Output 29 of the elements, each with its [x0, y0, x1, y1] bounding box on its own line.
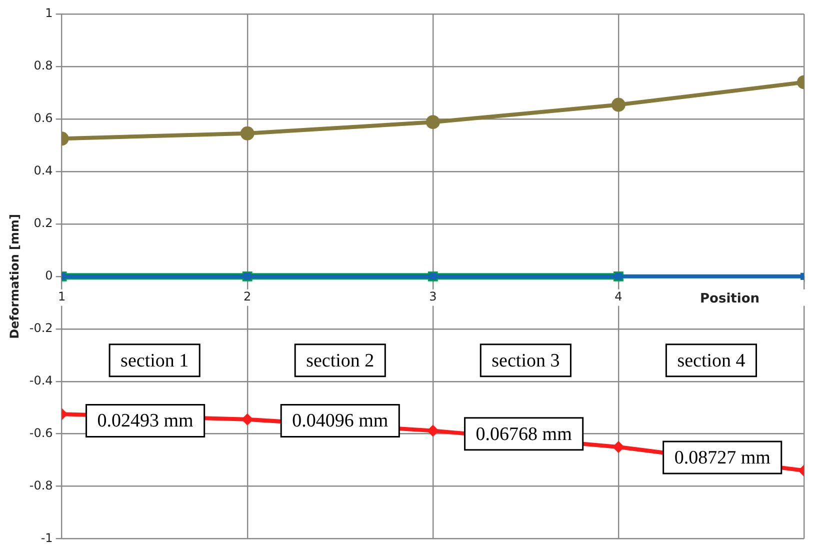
annotation: section 4: [677, 350, 746, 372]
x-tick-label: 3: [429, 290, 437, 304]
x-axis-title: Position: [700, 291, 760, 306]
y-tick-label: 0.8: [34, 58, 53, 73]
y-tick-label: -0.4: [29, 373, 53, 388]
point: [240, 126, 254, 140]
annotation: 0.06768 mm: [476, 424, 572, 445]
y-tick-label: -0.2: [29, 321, 53, 336]
x-tick-label: 4: [614, 290, 622, 304]
annotation: 0.02493 mm: [97, 410, 194, 432]
point: [611, 98, 626, 112]
x-tick-label: 1: [58, 290, 66, 304]
annotation: section 3: [492, 350, 560, 372]
y-tick-label: 0.6: [34, 111, 53, 126]
annotation: 0.08727 mm: [674, 447, 771, 468]
annotation: section 1: [120, 350, 189, 372]
y-tick-label: 0: [45, 268, 53, 283]
x-tick-label: 2: [244, 290, 252, 304]
point: [426, 115, 440, 130]
y-tick-label: 1: [45, 6, 53, 20]
point: [426, 424, 439, 437]
y-tick-label: -1: [40, 530, 53, 545]
y-tick-label: 0.2: [34, 216, 53, 230]
y-tick-label: -0.6: [29, 426, 53, 440]
y-axis-title: Deformation [mm]: [7, 214, 22, 339]
y-tick-label: 0.4: [34, 164, 53, 178]
annotation: section 2: [306, 350, 374, 372]
annotation: 0.04096 mm: [292, 410, 388, 432]
y-tick-label: -0.8: [29, 478, 53, 492]
